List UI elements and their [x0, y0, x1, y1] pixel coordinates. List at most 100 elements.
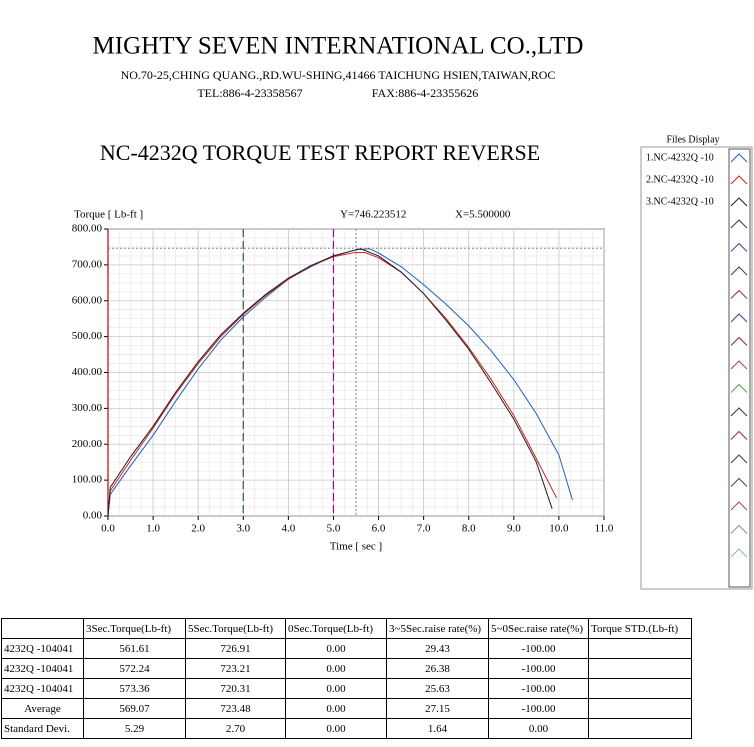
file-icon	[730, 430, 748, 440]
table-cell	[588, 658, 692, 679]
table-cell: -100.00	[488, 698, 589, 719]
table-row: Average 569.07 723.48 0.00 27.15 -100.00	[1, 698, 692, 719]
table-cell: -100.00	[488, 638, 589, 659]
company: MIGHTY SEVEN INTERNATIONAL CO.,LTD	[93, 33, 584, 60]
table-cell: 726.91	[185, 638, 286, 659]
table-cell: 0.00	[285, 698, 387, 719]
table-cell	[588, 678, 692, 699]
table-cell: 5.29	[83, 718, 186, 739]
table-row: 4232Q -104041 561.61 726.91 0.00 29.43 -100.0…	[1, 638, 692, 659]
y-tick-label: 100.00	[72, 474, 103, 486]
file-icon	[730, 289, 748, 299]
y-tick-label: 600.00	[72, 294, 103, 306]
tel: TEL:886-4-23358567	[197, 86, 302, 100]
table-cell: -100.00	[488, 678, 589, 699]
table-row: 4232Q -104041 573.36 720.31 0.00 25.63 -100.0…	[1, 678, 692, 699]
table-cell: 572.24	[83, 658, 186, 679]
table-cell: 720.31	[185, 678, 286, 699]
y-tick-label: 800.00	[72, 223, 103, 235]
y-tick-label: 200.00	[72, 438, 103, 450]
file-icon	[730, 266, 748, 276]
table-cell: Average	[1, 698, 84, 719]
x-tick-label: 9.0	[507, 523, 521, 535]
cursor-x: X=5.500000	[455, 209, 511, 221]
table-cell	[1, 618, 84, 639]
x-tick-label: 6.0	[372, 523, 386, 535]
file-icon	[730, 383, 748, 393]
legend-swatch	[730, 197, 748, 207]
file-icon	[730, 501, 748, 511]
legend-entry: 2.NC-4232Q -10	[646, 174, 714, 185]
x-tick-label: 0.0	[101, 523, 115, 535]
legend-entry: 1.NC-4232Q -10	[646, 152, 714, 163]
table-cell: 0.00	[285, 638, 387, 659]
file-icon	[730, 219, 748, 229]
table-cell: 569.07	[83, 698, 186, 719]
file-icon	[730, 242, 748, 252]
table-cell: 29.43	[386, 638, 489, 659]
legend-swatch	[730, 175, 748, 185]
table-row: 4232Q -104041 572.24 723.21 0.00 26.38 -100.0…	[1, 658, 692, 679]
x-tick-label: 5.0	[327, 523, 341, 535]
table-cell: 4232Q -104041	[1, 658, 84, 679]
report: MIGHTY SEVEN INTERNATIONAL CO.,LTD NO.70…	[72, 33, 753, 590]
table-cell: 0.00	[285, 718, 387, 739]
files-icon-strip	[728, 148, 751, 588]
report-title: NC-4232Q TORQUE TEST REPORT REVERSE	[100, 140, 540, 165]
table-cell	[588, 638, 692, 659]
table-cell: 3~5Sec.raise rate(%)	[386, 618, 489, 639]
file-icon	[730, 336, 748, 346]
table-cell: 561.61	[83, 638, 186, 659]
table-cell: 1.64	[386, 718, 489, 739]
table-cell: 2.70	[185, 718, 286, 739]
table-cell: 5~0Sec.raise rate(%)	[488, 618, 589, 639]
table-cell: Torque STD.(Lb-ft)	[588, 618, 692, 639]
x-tick-label: 3.0	[236, 523, 250, 535]
file-icon	[730, 477, 748, 487]
table-cell	[588, 718, 692, 739]
y-tick-label: 0.00	[83, 510, 103, 522]
table-cell: 573.36	[83, 678, 186, 699]
file-icon	[730, 313, 748, 323]
legend-entry: 3.NC-4232Q -10	[646, 196, 714, 207]
series-line	[107, 251, 558, 517]
table-cell: 723.21	[185, 658, 286, 679]
table-cell: 25.63	[386, 678, 489, 699]
table-cell: 26.38	[386, 658, 489, 679]
table-row: Standard Devi. 5.29 2.70 0.00 1.64 0.00	[1, 718, 692, 739]
x-tick-label: 1.0	[146, 523, 160, 535]
table-cell: 0Sec.Torque(Lb-ft)	[285, 618, 387, 639]
legend-swatch	[730, 153, 748, 163]
address: NO.70-25,CHING QUANG.,RD.WU-SHING,41466 …	[121, 68, 556, 82]
table-cell: 0.00	[488, 718, 589, 739]
x-tick-label: 10.0	[549, 523, 569, 535]
cursor-y: Y=746.223512	[340, 209, 406, 221]
x-tick-label: 11.0	[595, 523, 614, 535]
table-cell: 723.48	[185, 698, 286, 719]
result-table: 3Sec.Torque(Lb-ft) 5Sec.Torque(Lb-ft) 0Sec…	[1, 618, 692, 739]
file-icon	[730, 407, 748, 417]
table-cell: 0.00	[285, 678, 387, 699]
table-cell: 4232Q -104041	[1, 638, 84, 659]
table-cell: 27.15	[386, 698, 489, 719]
table-row: 3Sec.Torque(Lb-ft) 5Sec.Torque(Lb-ft) 0Sec…	[1, 618, 692, 639]
table-cell: -100.00	[488, 658, 589, 679]
x-tick-label: 8.0	[462, 523, 476, 535]
fax: FAX:886-4-23355626	[372, 86, 478, 100]
file-icon	[730, 360, 748, 370]
table-cell	[588, 698, 692, 719]
table-cell: 4232Q -104041	[1, 678, 84, 699]
files-title: Files Display	[666, 134, 719, 145]
y-axis-label: Torque [ Lb-ft ]	[74, 209, 143, 221]
x-axis-label: Time [ sec ]	[330, 541, 382, 553]
file-icon	[730, 548, 748, 558]
table-cell: 0.00	[285, 658, 387, 679]
table-cell: Standard Devi.	[1, 718, 84, 739]
file-icon	[730, 454, 748, 464]
y-tick-label: 300.00	[72, 402, 103, 414]
series-line	[107, 248, 553, 517]
y-tick-label: 400.00	[72, 366, 103, 378]
table-cell: 3Sec.Torque(Lb-ft)	[83, 618, 186, 639]
table-cell: 5Sec.Torque(Lb-ft)	[185, 618, 286, 639]
